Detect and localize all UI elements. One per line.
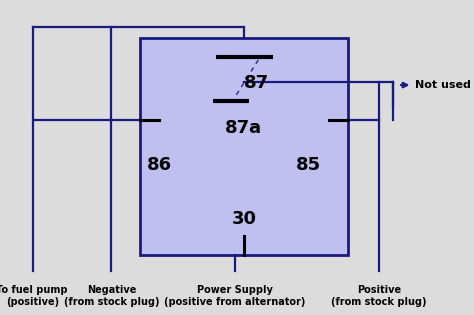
Text: Power Supply
(positive from alternator): Power Supply (positive from alternator) <box>164 285 305 307</box>
Text: To fuel pump
(positive): To fuel pump (positive) <box>0 285 68 307</box>
Bar <box>140 38 348 255</box>
Text: 30: 30 <box>232 210 257 228</box>
Text: Negative
(from stock plug): Negative (from stock plug) <box>64 285 159 307</box>
Text: 87a: 87a <box>225 118 262 137</box>
Text: Positive
(from stock plug): Positive (from stock plug) <box>331 285 427 307</box>
Text: Not used: Not used <box>415 80 471 90</box>
Text: 86: 86 <box>147 156 172 175</box>
Text: 87: 87 <box>244 74 269 93</box>
Text: 85: 85 <box>296 156 321 175</box>
